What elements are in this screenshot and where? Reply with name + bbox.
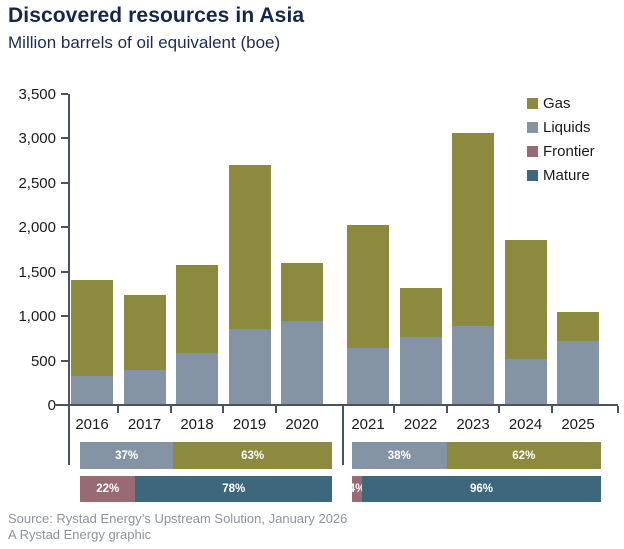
source-line: Source: Rystad Energy’s Upstream Solutio… [8, 511, 348, 526]
y-tick [61, 359, 68, 362]
year-label: 2022 [403, 416, 438, 433]
bar-segment-gas [228, 165, 271, 329]
y-axis-line [68, 94, 70, 465]
legend-swatch-mature-icon [527, 170, 538, 181]
x-tick [550, 406, 553, 413]
bar-segment-gas [281, 262, 323, 321]
pct-label: 38% [387, 449, 411, 462]
bar-segment-liquids [228, 328, 271, 405]
pct-segment-gas: 62% [446, 442, 601, 469]
x-tick [169, 406, 172, 413]
pct-bar-row: 37% 63% [80, 442, 332, 469]
group-divider [342, 404, 344, 465]
legend-label: Liquids [543, 119, 591, 136]
credit-line: A Rystad Energy graphic [8, 527, 152, 542]
x-tick [117, 406, 120, 413]
bar-segment-liquids [452, 325, 494, 405]
x-tick [617, 406, 619, 413]
bar-segment-liquids [281, 320, 323, 405]
pct-segment-liquids: 38% [352, 442, 447, 469]
year-label: 2021 [351, 416, 385, 433]
pct-segment-mature: 96% [361, 476, 601, 502]
legend-label: Mature [543, 167, 590, 184]
y-tick [61, 93, 68, 95]
year-label: 2025 [561, 416, 595, 433]
y-tick-label: 1,500 [18, 263, 56, 281]
y-tick-label: 1,000 [18, 308, 56, 326]
bar-segment-gas [347, 224, 389, 349]
bar-segment-liquids [557, 341, 599, 405]
pct-segment-frontier: 22% [80, 476, 136, 502]
y-tick [61, 226, 68, 229]
x-tick [393, 406, 396, 413]
year-label: 2020 [285, 416, 319, 433]
year-label: 2017 [127, 416, 162, 433]
pct-bar-row: 22% 78% [80, 476, 332, 502]
y-tick-label: 3,500 [18, 86, 56, 103]
legend-item-gas: Gas [527, 95, 595, 112]
bar-segment-gas [399, 287, 442, 338]
pct-bar-row: 4% 96% [349, 476, 601, 502]
x-tick [498, 406, 501, 413]
pct-label: 22% [96, 483, 120, 495]
legend-swatch-frontier-icon [527, 146, 538, 157]
bar-segment-gas [504, 239, 547, 359]
legend-swatch-gas-icon [527, 98, 538, 109]
pct-segment-gas: 63% [173, 442, 332, 469]
bar-segment-liquids [176, 353, 218, 405]
pct-segment-frontier: 4% [349, 476, 365, 502]
legend-item-mature: Mature [527, 167, 595, 184]
bar-segment-liquids [71, 375, 113, 405]
pct-label: 62% [512, 449, 536, 462]
y-tick [61, 181, 68, 184]
bar-segment-gas [123, 294, 166, 371]
year-label: 2019 [232, 416, 267, 433]
x-axis-line [54, 404, 618, 406]
bar-segment-liquids [123, 370, 166, 405]
bar-segment-liquids [347, 348, 389, 405]
bar-segment-liquids [399, 337, 442, 405]
pct-segment-liquids: 37% [80, 442, 174, 469]
y-tick-label: 2,000 [18, 219, 56, 237]
x-tick [274, 406, 277, 413]
year-label: 2018 [180, 416, 214, 433]
page-subtitle: Million barrels of oil equivalent (boe) [8, 33, 281, 52]
y-tick-label: 500 [30, 352, 56, 370]
pct-segment-mature: 78% [135, 476, 332, 502]
pct-label: 78% [222, 483, 246, 495]
y-tick [61, 270, 68, 273]
legend-label: Gas [543, 95, 571, 112]
year-label: 2024 [508, 416, 543, 433]
pct-label: 96% [469, 483, 493, 495]
year-label: 2023 [456, 416, 490, 433]
legend-item-liquids: Liquids [527, 119, 595, 136]
y-tick-label: 0 [47, 397, 56, 414]
year-label: 2016 [75, 416, 109, 433]
pct-label: 63% [241, 449, 265, 462]
legend-label: Frontier [543, 143, 595, 160]
y-tick-label: 3,000 [18, 130, 56, 148]
pct-bar-row: 38% 62% [352, 442, 601, 469]
y-tick-label: 2,500 [18, 174, 56, 192]
legend-item-frontier: Frontier [527, 143, 595, 160]
pct-label: 37% [115, 449, 139, 462]
x-tick [222, 406, 225, 413]
legend: Gas Liquids Frontier Mature [527, 95, 595, 184]
bar-segment-gas [557, 311, 599, 341]
pct-label: 4% [348, 483, 366, 495]
bar-segment-gas [176, 264, 218, 354]
bar-segment-gas [71, 279, 113, 376]
bar-segment-liquids [504, 358, 547, 405]
x-tick [445, 406, 448, 413]
y-tick [61, 315, 68, 318]
bar-segment-gas [452, 133, 494, 326]
page-title: Discovered resources in Asia [8, 4, 305, 27]
legend-swatch-liquids-icon [527, 122, 538, 133]
y-tick [61, 137, 68, 140]
